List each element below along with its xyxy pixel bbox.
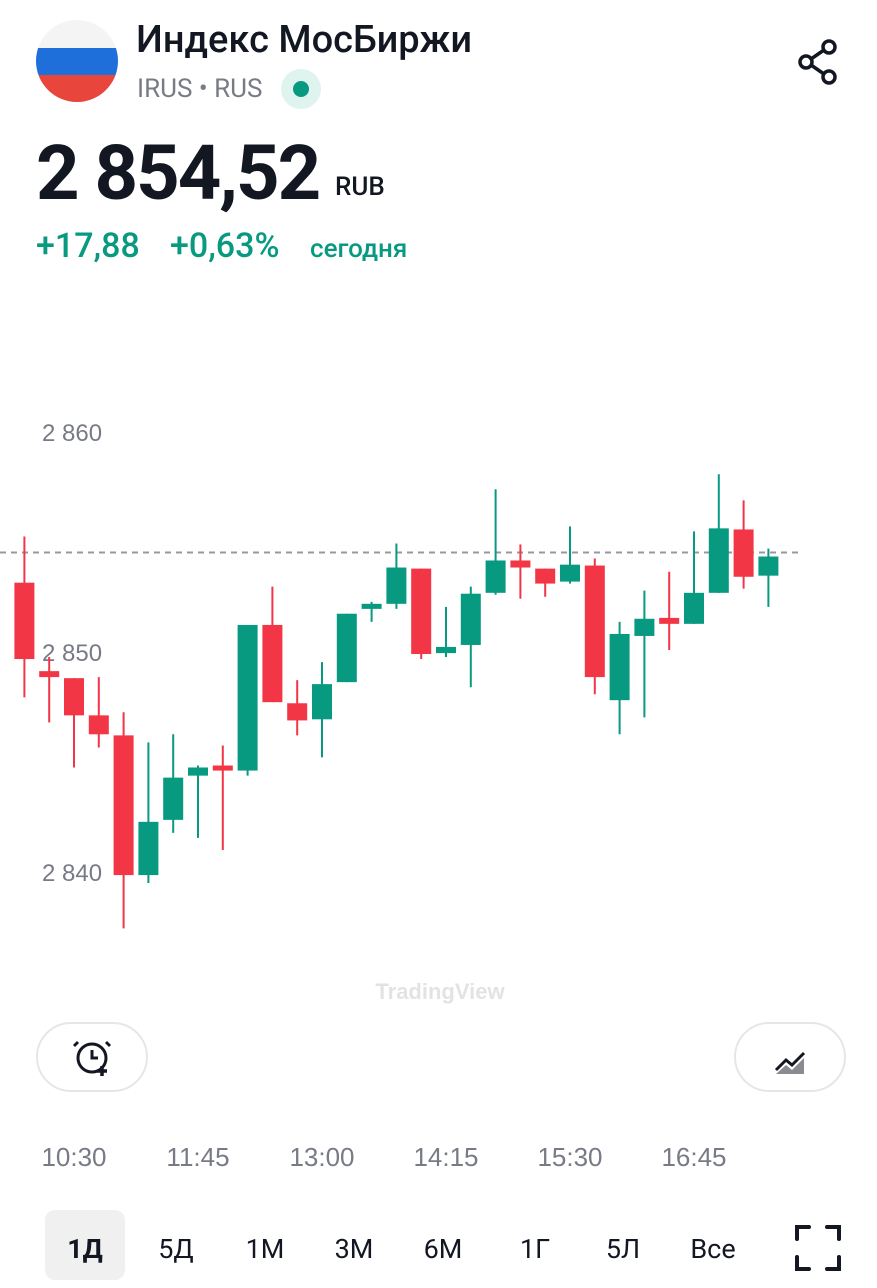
candle-body <box>212 765 233 771</box>
exchange: RUS <box>214 74 263 104</box>
x-tick-label: 10:30 <box>41 1142 106 1172</box>
range-button[interactable]: 1Г <box>519 1233 551 1265</box>
x-tick-label: 14:15 <box>413 1142 478 1172</box>
candle-body <box>411 568 432 654</box>
candle-body <box>138 821 159 876</box>
candle-body <box>336 613 357 683</box>
y-tick-label: 2 840 <box>42 860 102 887</box>
candle-body <box>386 567 407 604</box>
x-tick-label: 13:00 <box>289 1142 354 1172</box>
range-button[interactable]: 1Д <box>45 1210 125 1280</box>
candle-body <box>163 777 184 820</box>
subtitle: IRUS • RUS <box>137 74 263 104</box>
candle-body <box>113 735 134 876</box>
candle-body <box>684 592 704 624</box>
range-button[interactable]: 5Л <box>605 1233 641 1265</box>
currency: RUB <box>335 172 385 202</box>
candle-body <box>485 560 506 593</box>
x-tick-label: 11:45 <box>166 1142 229 1172</box>
chart-type-button[interactable] <box>734 1022 846 1092</box>
candle-body <box>659 617 680 624</box>
x-tick-label: 15:30 <box>537 1142 602 1172</box>
range-button[interactable]: 1М <box>245 1233 285 1265</box>
candle-body <box>188 767 208 776</box>
candle-body <box>262 624 283 703</box>
candle-body <box>510 560 531 568</box>
price: 2 854,52 <box>36 128 321 218</box>
chart: TradingView 2 840 2 850 2 860 10:30 11:45 13:0… <box>0 420 800 1172</box>
y-tick-label: 2 860 <box>42 420 102 447</box>
candle-body <box>634 618 655 636</box>
candle-body <box>758 556 779 576</box>
candle-body <box>708 528 729 593</box>
status-dot <box>281 69 321 109</box>
candle-body <box>287 703 308 721</box>
candle-body <box>64 678 84 716</box>
y-tick-label: 2 850 <box>42 640 102 667</box>
candle-body <box>584 565 605 678</box>
watermark: TradingView <box>375 979 505 1004</box>
range-button[interactable]: 3М <box>334 1233 374 1265</box>
candle-body <box>733 529 754 577</box>
x-tick-label: 16:45 <box>661 1142 726 1172</box>
range-selector: 1Д 5Д 1М 3М 6М 1Г 5Л Все <box>45 1210 745 1280</box>
alert-button[interactable] <box>36 1022 148 1092</box>
candle-body <box>14 582 35 660</box>
range-button[interactable]: 6М <box>423 1233 463 1265</box>
candle-body <box>361 603 382 609</box>
range-button[interactable]: Все <box>690 1233 736 1265</box>
flag <box>36 20 118 102</box>
period: сегодня <box>310 234 408 264</box>
candle-body <box>436 646 456 654</box>
candle-body <box>39 671 60 678</box>
range-button[interactable]: 5Д <box>158 1233 194 1265</box>
candle-body <box>312 684 332 720</box>
candle-body <box>88 715 109 735</box>
candle-body <box>237 624 258 771</box>
share-button[interactable] <box>796 38 842 86</box>
ticker: IRUS <box>137 74 193 104</box>
title: Индекс МосБиржи <box>136 18 473 62</box>
candle-body <box>535 568 556 584</box>
change: +17,88 <box>36 226 140 266</box>
candle-body <box>560 564 580 582</box>
candle-body <box>609 633 630 701</box>
candle-body <box>460 593 481 645</box>
change-percent: +0,63% <box>170 226 280 266</box>
fullscreen-button[interactable] <box>794 1224 842 1272</box>
